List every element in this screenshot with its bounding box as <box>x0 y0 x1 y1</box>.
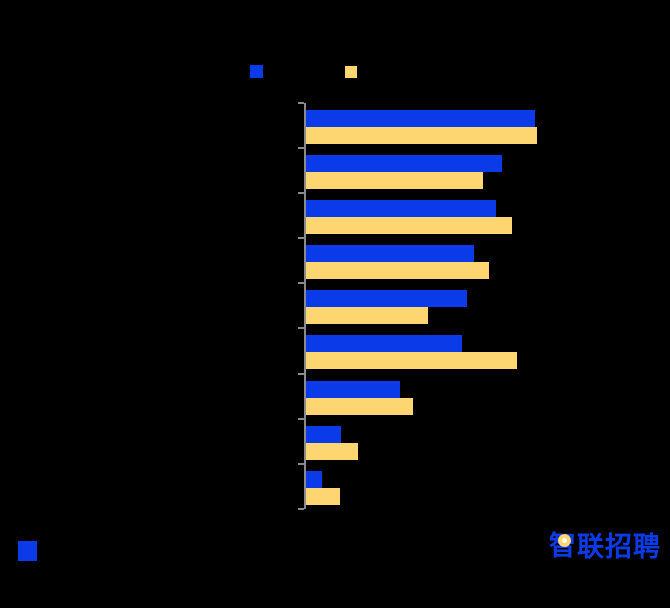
bar-yellow-row-2 <box>306 171 483 189</box>
bar-yellow-row-7 <box>306 397 413 415</box>
bar-blue-row-9 <box>306 470 322 488</box>
bar-yellow-row-8 <box>306 442 358 460</box>
bar-yellow-row-5 <box>306 307 428 325</box>
bar-blue-row-5 <box>306 290 467 308</box>
legend-swatch-yellow <box>345 66 357 78</box>
bar-blue-row-2 <box>306 154 502 172</box>
footnote-bullet-square <box>18 541 37 561</box>
bar-blue-row-7 <box>306 380 400 398</box>
zhaopin-logo: 智 联招聘 <box>549 531 661 563</box>
axis-tick <box>298 462 304 465</box>
axis-tick <box>298 417 304 420</box>
bar-blue-row-8 <box>306 425 341 443</box>
bar-yellow-row-3 <box>306 216 512 234</box>
bar-blue-row-4 <box>306 245 474 262</box>
bar-yellow-row-6 <box>306 352 517 370</box>
logo-dot-hole <box>562 538 567 543</box>
axis-tick <box>298 372 304 375</box>
axis-tick <box>298 282 304 285</box>
axis-tick <box>298 146 304 149</box>
logo-first-character: 智 <box>549 532 577 562</box>
axis-tick <box>298 508 304 510</box>
legend-swatch-blue <box>250 65 263 78</box>
bar-yellow-row-9 <box>306 487 340 505</box>
logo-text: 联招聘 <box>577 531 661 563</box>
axis-tick <box>298 327 304 330</box>
logo-yellow-dot-icon <box>558 534 571 547</box>
axis-tick <box>298 237 304 239</box>
axis-tick <box>298 101 304 104</box>
bar-yellow-row-4 <box>306 262 489 279</box>
bar-blue-row-3 <box>306 199 496 217</box>
bar-blue-row-1 <box>306 109 535 127</box>
bar-yellow-row-1 <box>306 126 537 144</box>
y-axis-line <box>304 102 306 509</box>
bar-blue-row-6 <box>306 335 462 353</box>
axis-tick <box>298 191 304 194</box>
